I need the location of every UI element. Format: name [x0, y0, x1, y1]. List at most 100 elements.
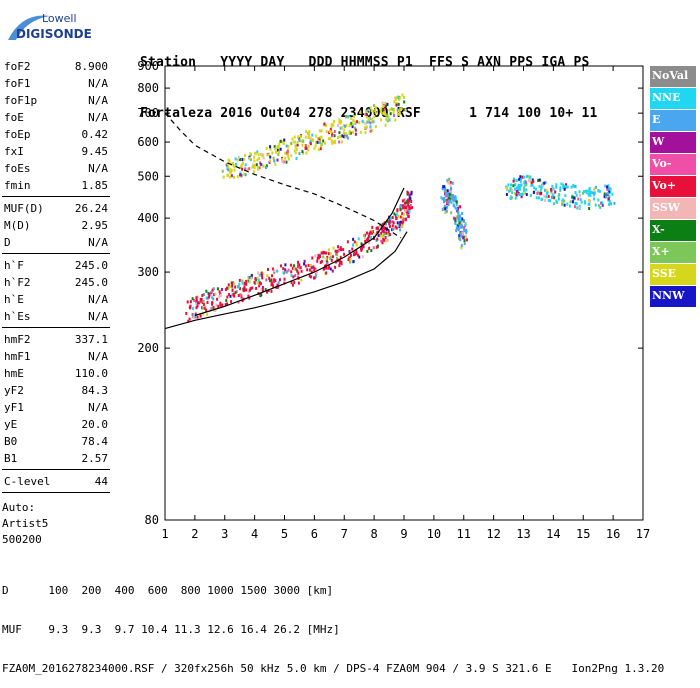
param-label: h`Es [4, 310, 31, 323]
echo-point [218, 295, 221, 299]
param-label: foF1p [4, 94, 38, 107]
echo-point [325, 124, 328, 128]
echo-point [608, 190, 611, 194]
echo-point [227, 286, 230, 290]
legend-item-nnw: NNW [650, 286, 696, 307]
echo-point [385, 104, 388, 108]
echo-point [316, 137, 319, 141]
echo-point [559, 186, 562, 190]
param-row: hmE 110.0 [2, 365, 110, 382]
echo-point [252, 170, 255, 174]
echo-point [282, 160, 285, 164]
echo-point [342, 124, 345, 128]
echo-point [450, 194, 453, 198]
x-tick-label: 6 [311, 527, 318, 541]
echo-point [383, 112, 386, 116]
echo-point [457, 227, 460, 231]
echo-point [270, 281, 273, 285]
echo-point [266, 153, 269, 157]
echo-point [464, 228, 467, 232]
echo-point [371, 225, 374, 229]
echo-point [599, 206, 602, 210]
echo-point [293, 135, 296, 139]
param-value: N/A [88, 401, 108, 414]
param-label: h`F [4, 259, 24, 272]
echo-point [394, 96, 397, 100]
echo-point [411, 205, 414, 209]
echo-point [304, 264, 307, 268]
echo-point [578, 206, 581, 210]
echo-point [327, 252, 330, 256]
echo-point [370, 229, 373, 233]
echo-point [393, 100, 396, 104]
y-tick-label: 200 [137, 341, 159, 355]
autoscaling-info: Auto: Artist5 500200 [2, 500, 48, 548]
echo-point [401, 221, 404, 225]
echo-point [529, 175, 532, 179]
param-row: M(D) 2.95 [2, 217, 110, 234]
echo-point [219, 301, 222, 305]
echo-point [239, 293, 242, 297]
echo-point [266, 290, 269, 294]
echo-point [527, 175, 530, 179]
x-tick-label: 15 [576, 527, 590, 541]
echo-point [401, 199, 404, 203]
echo-point [547, 194, 550, 198]
echo-point [459, 225, 462, 229]
echo-point [284, 156, 287, 160]
echo-point [214, 292, 217, 296]
echo-point [364, 131, 367, 135]
x-tick-label: 8 [371, 527, 378, 541]
echo-point [222, 175, 225, 179]
echo-point [203, 306, 206, 310]
echo-point [201, 306, 204, 310]
echo-point [381, 222, 384, 226]
echo-point [284, 268, 287, 272]
echo-point [459, 214, 462, 218]
echo-point [445, 209, 448, 213]
legend-item-ssw: SSW [650, 198, 696, 219]
echo-point [404, 108, 407, 112]
echo-point [185, 311, 188, 315]
echo-point [534, 187, 537, 191]
echo-point [231, 292, 234, 296]
echo-point [463, 242, 466, 246]
echo-point [449, 183, 452, 187]
echo-point [293, 140, 296, 144]
echo-point [403, 100, 406, 104]
echo-point [398, 96, 401, 100]
echo-point [291, 283, 294, 287]
echo-point [510, 183, 513, 187]
echo-point [245, 282, 248, 286]
echo-point [290, 281, 293, 285]
echo-point [269, 159, 272, 163]
echo-point [274, 162, 277, 166]
auto-label: Auto: [2, 501, 36, 514]
echo-point [464, 224, 467, 228]
echo-point [369, 121, 372, 125]
echo-point [395, 103, 398, 107]
echo-point [268, 276, 271, 280]
echo-point [584, 201, 587, 205]
echo-point [608, 200, 611, 204]
echo-point [351, 122, 354, 126]
param-value: N/A [88, 293, 108, 306]
echo-point [248, 288, 251, 292]
echo-point [216, 297, 219, 301]
echo-point [333, 141, 336, 145]
echo-point [453, 196, 456, 200]
echo-point [291, 137, 294, 141]
echo-point [316, 140, 319, 144]
echo-point [208, 292, 211, 296]
echo-point [348, 249, 351, 253]
echo-point [247, 275, 250, 279]
echo-point [382, 225, 385, 229]
echo-point [225, 286, 228, 290]
echo-point [454, 206, 457, 210]
echo-point [384, 113, 387, 117]
echo-point [258, 281, 261, 285]
echo-point [593, 193, 596, 197]
echo-point [381, 227, 384, 231]
echo-point [545, 188, 548, 192]
echo-point [259, 282, 262, 286]
